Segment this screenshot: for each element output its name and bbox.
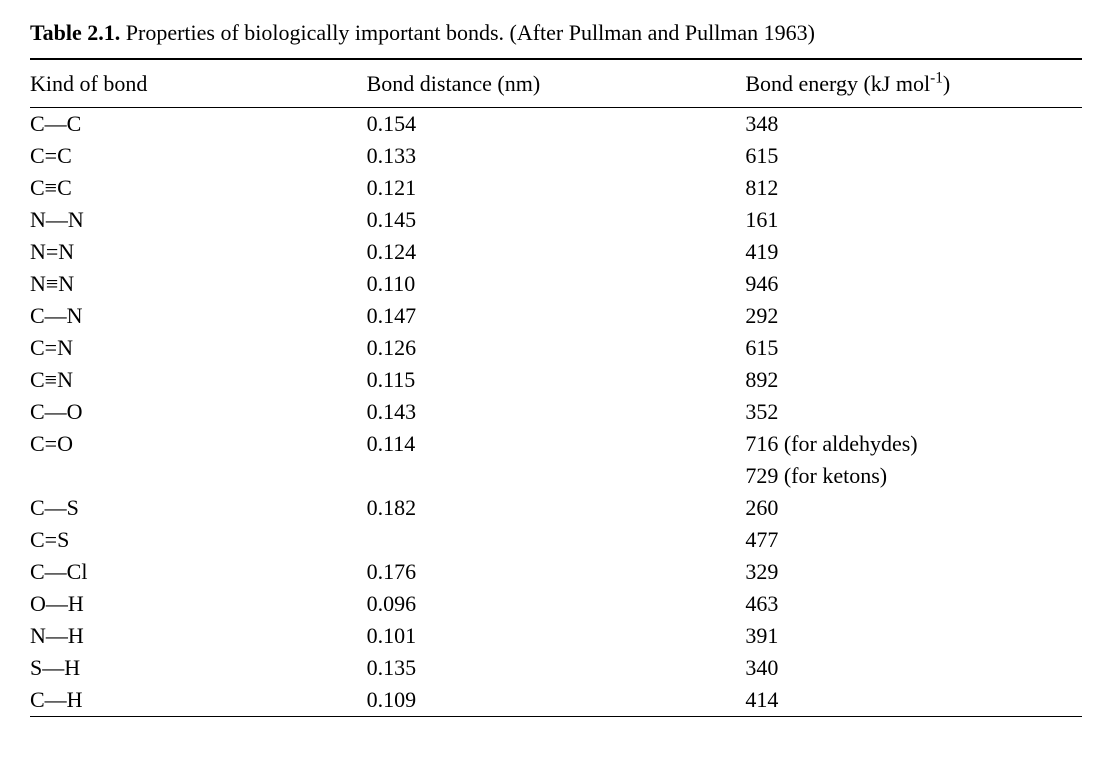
cell-distance: 0.110: [367, 268, 746, 300]
table-row: C—S0.182260: [30, 492, 1082, 524]
cell-energy: 477: [745, 524, 1082, 556]
cell-energy: 615: [745, 332, 1082, 364]
cell-energy: 292: [745, 300, 1082, 332]
cell-distance: 0.182: [367, 492, 746, 524]
bonds-table-body: C—C0.154348C=C0.133615C≡C0.121812N—N0.14…: [30, 108, 1082, 716]
cell-bond: C—O: [30, 396, 367, 428]
col-header-distance-text: Bond distance (nm): [367, 71, 541, 96]
cell-bond: N—N: [30, 204, 367, 236]
cell-distance: 0.121: [367, 172, 746, 204]
cell-bond: [30, 460, 367, 492]
table-row: C≡N0.115892: [30, 364, 1082, 396]
cell-energy: 946: [745, 268, 1082, 300]
col-header-energy-text: Bond energy (kJ mol-1): [745, 71, 950, 96]
cell-distance: 0.145: [367, 204, 746, 236]
table-row: N—H0.101391: [30, 620, 1082, 652]
col-header-bond: Kind of bond: [30, 60, 367, 107]
cell-energy: 348: [745, 108, 1082, 140]
cell-distance: 0.115: [367, 364, 746, 396]
col-header-bond-text: Kind of bond: [30, 71, 147, 96]
cell-distance: 0.147: [367, 300, 746, 332]
cell-energy: 340: [745, 652, 1082, 684]
table-row: C≡C0.121812: [30, 172, 1082, 204]
cell-distance: 0.109: [367, 684, 746, 716]
cell-distance: 0.133: [367, 140, 746, 172]
bottom-rule: [30, 716, 1082, 717]
cell-energy: 812: [745, 172, 1082, 204]
table-row: N—N0.145161: [30, 204, 1082, 236]
cell-distance: 0.096: [367, 588, 746, 620]
cell-bond: C—H: [30, 684, 367, 716]
cell-bond: C=O: [30, 428, 367, 460]
cell-bond: C≡N: [30, 364, 367, 396]
col-header-distance: Bond distance (nm): [367, 60, 746, 107]
cell-distance: 0.126: [367, 332, 746, 364]
cell-energy: 414: [745, 684, 1082, 716]
col-header-energy: Bond energy (kJ mol-1): [745, 60, 1082, 107]
table-row: C—O0.143352: [30, 396, 1082, 428]
cell-energy: 352: [745, 396, 1082, 428]
cell-bond: N≡N: [30, 268, 367, 300]
cell-bond: C—Cl: [30, 556, 367, 588]
cell-energy: 716 (for aldehydes): [745, 428, 1082, 460]
cell-distance: 0.114: [367, 428, 746, 460]
table-row: S—H0.135340: [30, 652, 1082, 684]
table-row: C—H0.109414: [30, 684, 1082, 716]
table-row: 729 (for ketons): [30, 460, 1082, 492]
table-row: N≡N0.110946: [30, 268, 1082, 300]
cell-energy: 391: [745, 620, 1082, 652]
table-caption-label: Table 2.1.: [30, 20, 120, 45]
cell-bond: C≡C: [30, 172, 367, 204]
cell-bond: C=N: [30, 332, 367, 364]
cell-energy: 329: [745, 556, 1082, 588]
table-row: C—N0.147292: [30, 300, 1082, 332]
cell-bond: C—N: [30, 300, 367, 332]
cell-distance: 0.176: [367, 556, 746, 588]
cell-energy: 463: [745, 588, 1082, 620]
cell-energy: 615: [745, 140, 1082, 172]
cell-distance: 0.143: [367, 396, 746, 428]
table-row: C=N0.126615: [30, 332, 1082, 364]
cell-bond: C=S: [30, 524, 367, 556]
table-row: C—C0.154348: [30, 108, 1082, 140]
cell-distance: 0.154: [367, 108, 746, 140]
bonds-table: Kind of bond Bond distance (nm) Bond ene…: [30, 60, 1082, 107]
cell-bond: C—C: [30, 108, 367, 140]
cell-energy: 260: [745, 492, 1082, 524]
cell-distance: [367, 460, 746, 492]
table-row: C=C0.133615: [30, 140, 1082, 172]
table-row: C=S 477: [30, 524, 1082, 556]
cell-energy: 161: [745, 204, 1082, 236]
cell-bond: C=C: [30, 140, 367, 172]
cell-bond: N—H: [30, 620, 367, 652]
table-row: C=O0.114716 (for aldehydes): [30, 428, 1082, 460]
table-header-row: Kind of bond Bond distance (nm) Bond ene…: [30, 60, 1082, 107]
cell-energy: 729 (for ketons): [745, 460, 1082, 492]
cell-distance: 0.101: [367, 620, 746, 652]
cell-energy: 419: [745, 236, 1082, 268]
table-caption: Table 2.1. Properties of biologically im…: [30, 20, 1082, 46]
table-row: C—Cl0.176329: [30, 556, 1082, 588]
cell-bond: O—H: [30, 588, 367, 620]
cell-energy: 892: [745, 364, 1082, 396]
cell-distance: 0.124: [367, 236, 746, 268]
cell-bond: S—H: [30, 652, 367, 684]
table-caption-text: Properties of biologically important bon…: [120, 20, 815, 45]
cell-distance: 0.135: [367, 652, 746, 684]
cell-bond: N=N: [30, 236, 367, 268]
cell-distance: [367, 524, 746, 556]
table-row: N=N0.124419: [30, 236, 1082, 268]
table-row: O—H0.096463: [30, 588, 1082, 620]
cell-bond: C—S: [30, 492, 367, 524]
